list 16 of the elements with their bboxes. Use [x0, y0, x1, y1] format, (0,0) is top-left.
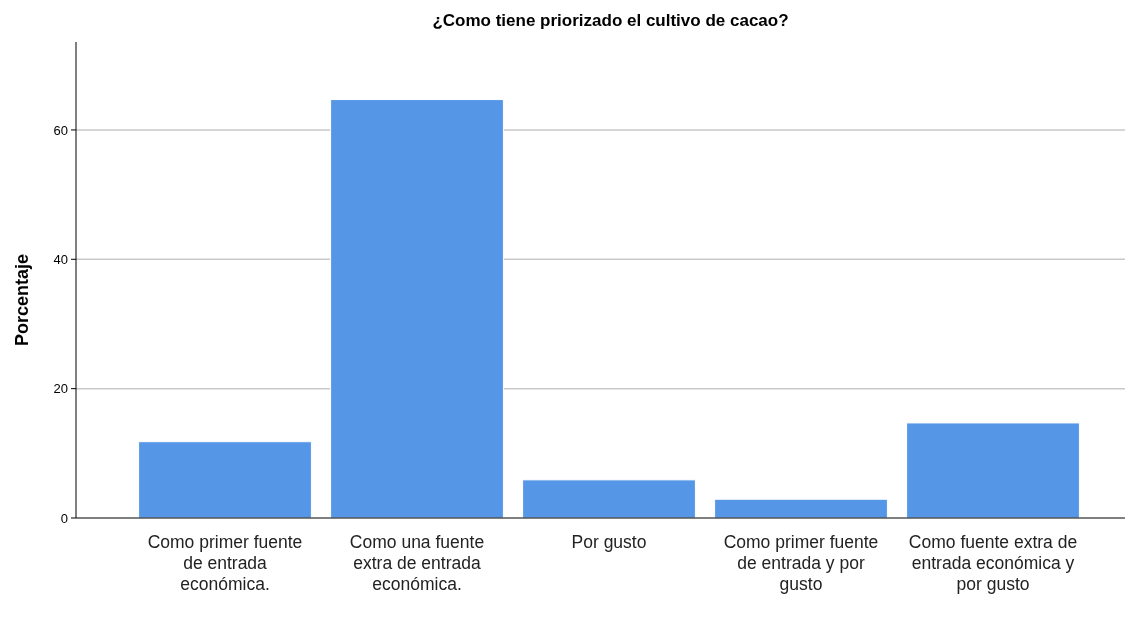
- x-tick-label: Como primer fuente de entrada y por gusto: [723, 532, 879, 594]
- bar: [906, 422, 1080, 519]
- y-tick-label: 0: [60, 510, 68, 526]
- bar: [330, 99, 504, 519]
- y-axis-title: Porcentaje: [12, 253, 32, 347]
- x-tick-label: Como una fuente extra de entrada económica.: [349, 532, 485, 594]
- bar: [522, 479, 696, 519]
- y-tick-label: 60: [53, 122, 68, 138]
- x-tick-label: Por gusto: [571, 532, 647, 552]
- x-tick-label: Como primer fuente de entrada económica.: [147, 532, 303, 594]
- y-tick-label: 20: [53, 381, 68, 397]
- bar: [138, 441, 312, 519]
- x-tick-label: Como fuente extra de entrada económica y por gusto: [908, 532, 1078, 594]
- y-tick-label: 40: [53, 251, 68, 267]
- bar: [714, 498, 888, 519]
- chart-title: ¿Como tiene priorizado el cultivo de cacao?: [432, 11, 789, 30]
